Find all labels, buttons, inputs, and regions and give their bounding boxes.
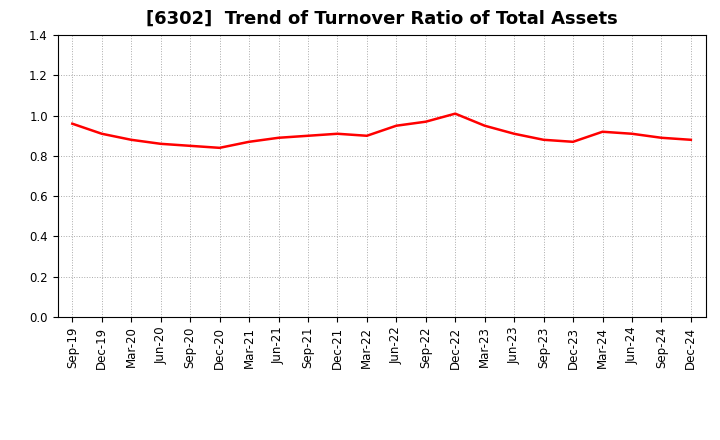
Title: [6302]  Trend of Turnover Ratio of Total Assets: [6302] Trend of Turnover Ratio of Total …	[145, 10, 618, 28]
